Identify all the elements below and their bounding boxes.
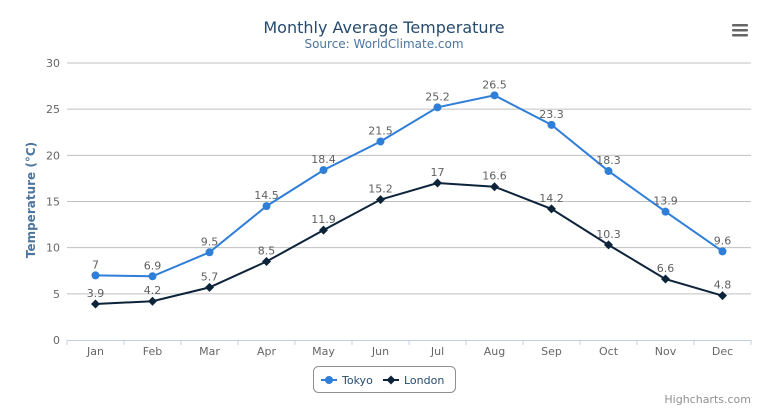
- data-point[interactable]: [386, 375, 396, 385]
- data-point[interactable]: [490, 182, 499, 192]
- y-tick-label: 15: [46, 196, 60, 209]
- data-label: 18.3: [596, 154, 621, 167]
- x-tick-label: Nov: [655, 345, 677, 358]
- x-tick-label: Aug: [484, 345, 505, 358]
- data-label: 14.5: [254, 189, 279, 202]
- x-tick-label: Apr: [257, 345, 277, 358]
- data-point[interactable]: [433, 178, 442, 188]
- data-point[interactable]: [148, 296, 157, 306]
- data-point[interactable]: [718, 291, 727, 301]
- data-label: 8.5: [258, 245, 276, 258]
- credits-link[interactable]: Highcharts.com: [664, 393, 751, 406]
- data-point[interactable]: [148, 272, 157, 281]
- y-tick-label: 30: [46, 57, 60, 70]
- data-point[interactable]: [547, 120, 556, 129]
- x-tick-label: Jan: [86, 345, 104, 358]
- data-label: 3.9: [87, 287, 105, 300]
- series-line[interactable]: [95, 182, 723, 305]
- legend: Tokyo London: [313, 366, 456, 393]
- chart-title: Monthly Average Temperature: [263, 18, 504, 37]
- data-point[interactable]: [661, 274, 670, 284]
- data-point[interactable]: [661, 207, 670, 216]
- data-label: 9.6: [714, 234, 732, 247]
- data-label: 7: [92, 258, 99, 271]
- data-point[interactable]: [91, 271, 100, 280]
- data-label: 25.2: [425, 90, 450, 103]
- legend-item-tokyo[interactable]: Tokyo: [321, 374, 373, 387]
- x-tick-label: Feb: [143, 345, 162, 358]
- data-point[interactable]: [205, 282, 214, 292]
- data-point[interactable]: [490, 91, 499, 100]
- data-point[interactable]: [376, 195, 385, 205]
- data-point[interactable]: [433, 103, 442, 112]
- x-tick-label: Jun: [371, 345, 389, 358]
- legend-label: Tokyo: [341, 374, 373, 387]
- y-tick-label: 10: [46, 242, 60, 255]
- data-label: 4.8: [714, 279, 732, 292]
- data-point[interactable]: [604, 240, 613, 250]
- data-label: 11.9: [311, 213, 336, 226]
- data-point[interactable]: [376, 137, 385, 146]
- hamburger-icon[interactable]: [728, 18, 752, 40]
- data-label: 18.4: [311, 153, 336, 166]
- legend-item-london[interactable]: London: [383, 374, 444, 387]
- y-tick-label: 20: [46, 149, 60, 162]
- x-tick-label: May: [312, 345, 335, 358]
- series-line[interactable]: [95, 94, 724, 278]
- data-point[interactable]: [319, 225, 328, 235]
- data-label: 21.5: [368, 124, 393, 137]
- y-tick-label: 5: [53, 288, 60, 301]
- data-label: 15.2: [368, 183, 393, 196]
- chart-subtitle: Source: WorldClimate.com: [304, 37, 463, 51]
- data-label: 9.5: [201, 235, 219, 248]
- data-label: 4.2: [144, 284, 162, 297]
- data-label: 10.3: [596, 228, 621, 241]
- data-point[interactable]: [262, 257, 271, 267]
- legend-label: London: [404, 374, 444, 387]
- data-point[interactable]: [262, 202, 271, 211]
- x-tick-label: Sep: [541, 345, 562, 358]
- data-label: 23.3: [539, 108, 564, 121]
- y-axis-title: Temperature (°C): [24, 142, 38, 258]
- data-point[interactable]: [325, 376, 333, 384]
- data-point[interactable]: [319, 166, 328, 175]
- series-london: 3.9 4.2 5.7 8.5 11.9 15.2 17 16.6 14.2 10.3 6.6 4.8: [87, 166, 732, 309]
- data-point[interactable]: [718, 247, 727, 256]
- data-label: 16.6: [482, 170, 507, 183]
- data-label: 5.7: [201, 270, 219, 283]
- data-point[interactable]: [205, 248, 214, 257]
- data-point[interactable]: [604, 167, 613, 176]
- y-tick-label: 25: [46, 103, 60, 116]
- y-tick-label: 0: [53, 334, 60, 347]
- data-label: 6.6: [657, 262, 675, 275]
- data-label: 26.5: [482, 78, 507, 91]
- x-tick-label: Jul: [430, 345, 444, 358]
- series-tokyo: 7 6.9 9.5 14.5 18.4 21.5 25.2 26.5 23.3 18.3 13.9 9…: [91, 78, 732, 281]
- data-point[interactable]: [91, 299, 100, 309]
- data-label: 17: [431, 166, 445, 179]
- data-label: 6.9: [144, 259, 162, 272]
- x-tick-label: Oct: [599, 345, 619, 358]
- x-tick-label: Mar: [199, 345, 220, 358]
- data-label: 13.9: [653, 195, 678, 208]
- x-tick-label: Dec: [712, 345, 733, 358]
- data-label: 14.2: [539, 192, 564, 205]
- data-point[interactable]: [547, 204, 556, 214]
